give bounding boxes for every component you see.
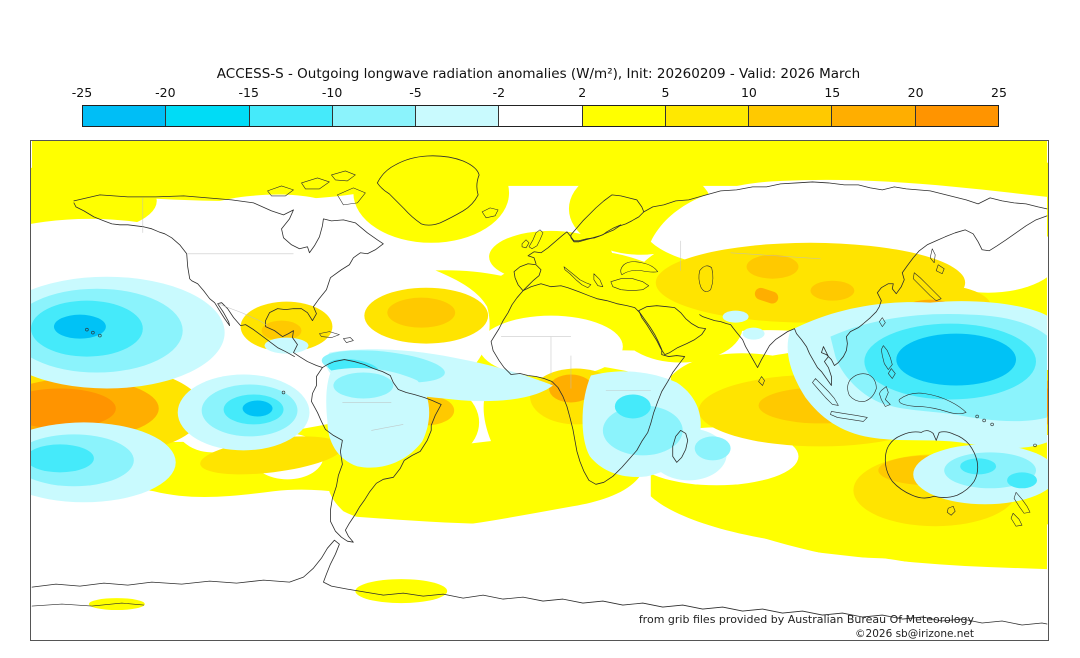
- south-america-coast: [311, 359, 442, 543]
- negative-anomaly-regions: [31, 276, 1048, 505]
- hawaii-islands: [85, 327, 89, 332]
- colorbar-segment: [665, 106, 750, 126]
- page-title: ACCESS-S - Outgoing longwave radiation a…: [216, 66, 861, 82]
- black-sea-coast: [620, 261, 659, 276]
- sumatra-java-coast: [812, 378, 891, 422]
- colorbar-segment: [332, 106, 417, 126]
- colorbar-tick: -2: [492, 85, 506, 100]
- colorbar-tick: 20: [907, 85, 924, 100]
- new-zealand-coast: [946, 491, 1031, 527]
- scandinavia-coast: [570, 194, 645, 243]
- canadian-arctic-islands: [267, 170, 366, 206]
- antarctica-ice-shelf: [31, 602, 145, 607]
- central-pacific-negative-region: [177, 374, 310, 451]
- colorbar-segment: [582, 106, 666, 126]
- north-asia-coast: [643, 181, 1048, 213]
- north-america-coast: [73, 194, 384, 368]
- colorbar-tick: 25: [991, 85, 1007, 100]
- country-borders: [142, 197, 821, 431]
- sri-lanka-coast: [758, 376, 765, 386]
- caspian-sea-coast: [698, 265, 714, 292]
- west-pacific-philippines-negative-region: [787, 301, 1047, 449]
- colorbar-tick: 10: [740, 85, 757, 100]
- east-asia-coast: [699, 215, 1048, 386]
- colorbar-segment: [249, 106, 333, 126]
- greenland-coast: [376, 155, 480, 226]
- caribbean-islands: [319, 331, 354, 343]
- australia-coast: [884, 430, 979, 499]
- africa-coast: [490, 283, 686, 485]
- colorbar-segment: [416, 106, 500, 126]
- borneo-coast: [847, 373, 877, 402]
- colorbar-tick-labels: -25 -20 -15 -10 -5 -2 2 5 10 15 20 25: [72, 85, 1007, 101]
- southwest-pacific-negative-region: [31, 422, 176, 503]
- north-america-pacific-coast: [73, 202, 295, 357]
- arabia-coast: [638, 305, 707, 355]
- credit-text: from grib files provided by Australian B…: [638, 613, 974, 626]
- antarctic-positive-patches: [88, 579, 448, 611]
- anomaly-map-svg: [31, 141, 1048, 640]
- coral-sea-negative-region: [913, 444, 1048, 505]
- colorbar-segment: [832, 106, 916, 126]
- north-pacific-negative-region: [31, 276, 225, 389]
- copyright-text: ©2026 sb@irizone.net: [855, 628, 974, 640]
- colorbar-tick: -20: [155, 85, 176, 100]
- colorbar-segment: [749, 106, 833, 126]
- antarctica-coast: [31, 539, 1048, 626]
- greece-turkey-coast: [593, 273, 650, 291]
- colorbar-segment: [915, 106, 998, 126]
- iberia-coast: [513, 263, 542, 292]
- colorbar-segment: [499, 106, 583, 126]
- madagascar-coast: [672, 430, 689, 463]
- colorbar-tick: 5: [661, 85, 670, 100]
- japan-coast: [912, 248, 945, 301]
- colorbar-tick: 2: [578, 85, 587, 100]
- east-africa-negative-region: [582, 371, 731, 481]
- british-isles-coast: [521, 229, 544, 250]
- colorbar-tick: -15: [238, 85, 259, 100]
- pacific-islands: [975, 414, 979, 419]
- colorbar-tick: -25: [71, 85, 93, 100]
- philippines-coast: [879, 317, 896, 379]
- colorbar-tick: -10: [321, 85, 343, 100]
- italy-coast: [563, 266, 592, 289]
- amazon-negative-region: [326, 367, 430, 468]
- colorbar: [82, 105, 999, 127]
- new-guinea-coast: [898, 392, 967, 415]
- iceland-coast: [481, 207, 499, 219]
- coastlines: [31, 155, 1048, 626]
- colorbar-tick: 15: [824, 85, 841, 100]
- world-map: from grib files provided by Australian B…: [30, 140, 1049, 641]
- colorbar-segment: [166, 106, 250, 126]
- colorbar-segment: [83, 106, 167, 126]
- colorbar-tick: -5: [409, 85, 422, 100]
